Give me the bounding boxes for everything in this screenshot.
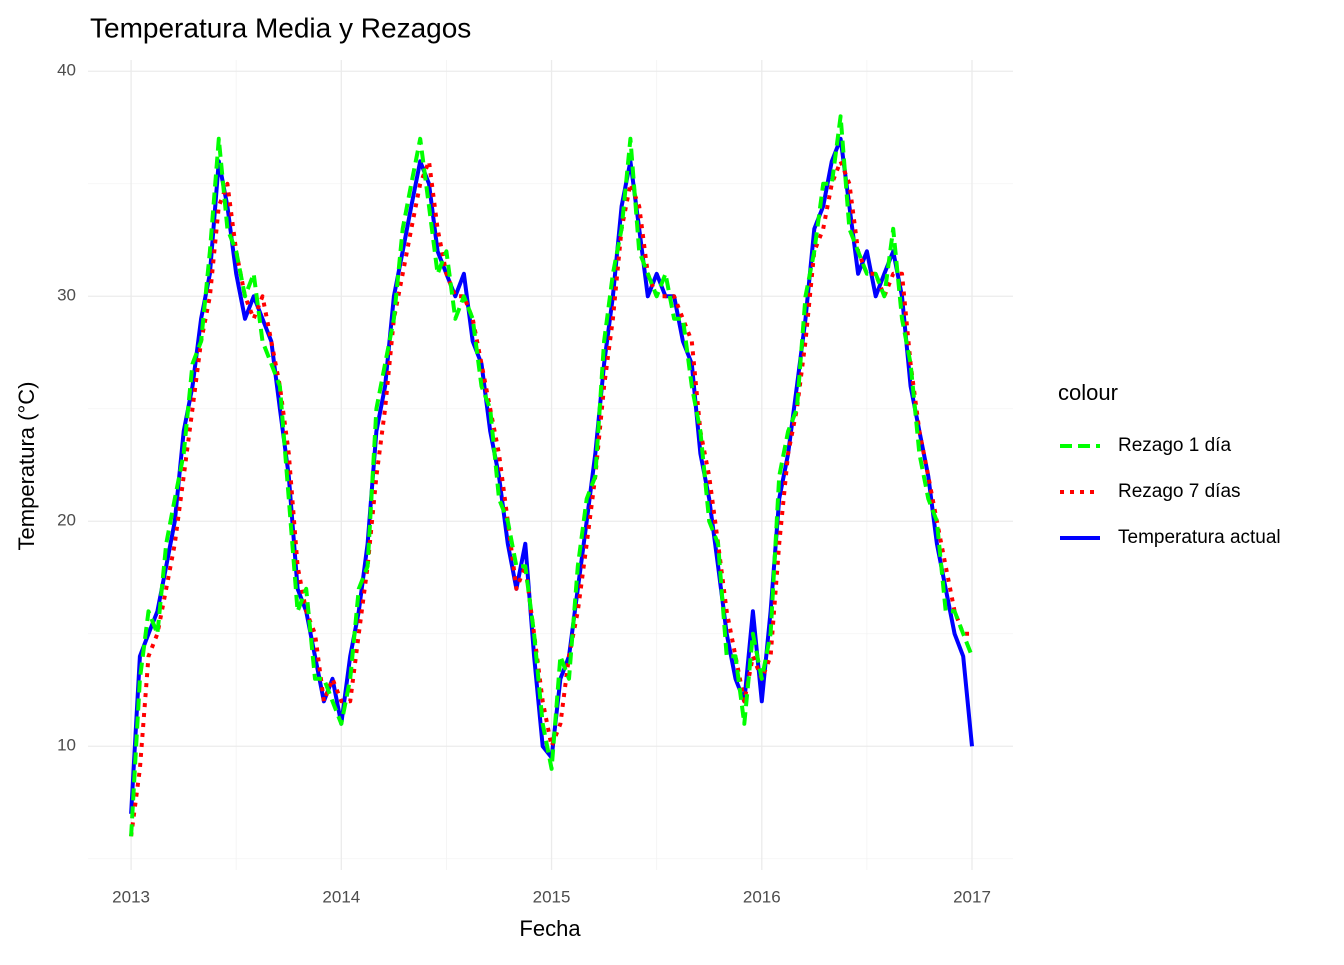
y-tick-label: 20 xyxy=(57,511,76,530)
chart-title: Temperatura Media y Rezagos xyxy=(90,12,471,43)
legend-label: Rezago 1 día xyxy=(1118,435,1231,456)
x-tick-label: 2014 xyxy=(322,887,360,906)
y-tick-label: 10 xyxy=(57,736,76,755)
y-tick-label: 40 xyxy=(57,61,76,80)
y-axis-title: Temperatura (°C) xyxy=(14,382,39,551)
x-tick-label: 2017 xyxy=(953,887,991,906)
lines-layer xyxy=(129,114,974,837)
legend-label: Temperatura actual xyxy=(1118,527,1281,548)
series-line xyxy=(129,114,974,837)
y-tick-label: 30 xyxy=(57,286,76,305)
grid-layer xyxy=(88,60,1013,870)
x-tick-label: 2016 xyxy=(743,887,781,906)
x-tick-label: 2015 xyxy=(533,887,571,906)
legend: colour Rezago 1 día Rezago 7 días Temperat… xyxy=(1058,380,1281,548)
x-tick-label: 2013 xyxy=(112,887,150,906)
legend-title: colour xyxy=(1058,380,1118,405)
legend-label: Rezago 7 días xyxy=(1118,481,1241,502)
x-axis-title: Fecha xyxy=(519,916,581,941)
